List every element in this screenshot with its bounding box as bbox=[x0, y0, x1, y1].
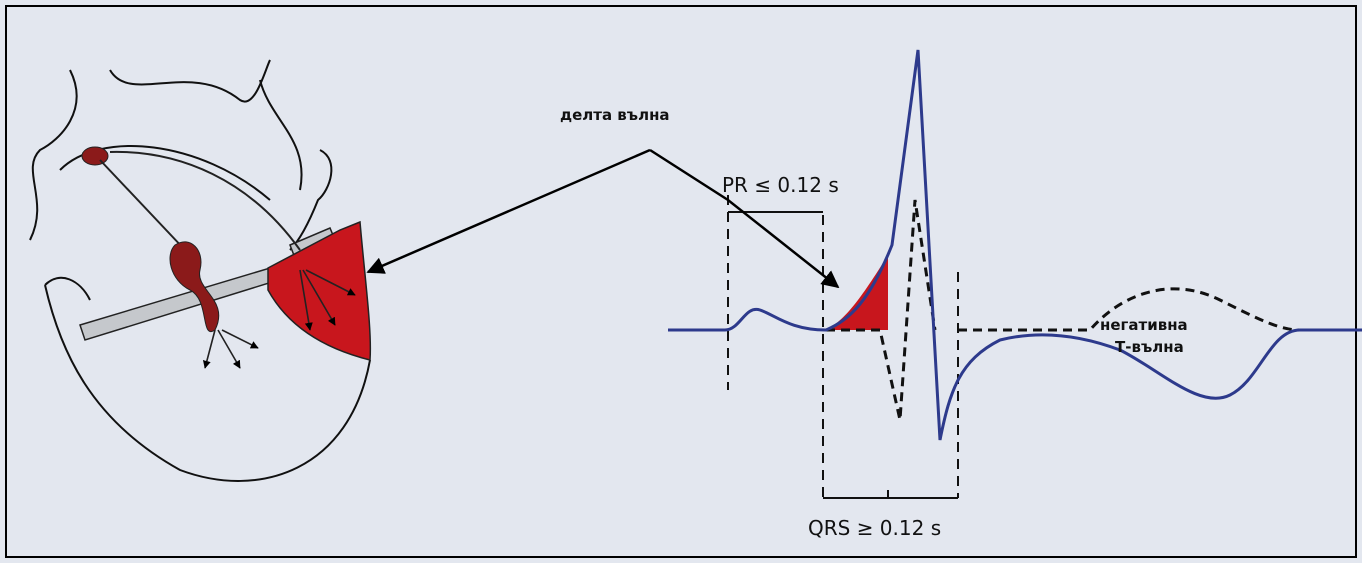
qrs-label: QRS ≥ 0.12 s bbox=[808, 516, 941, 540]
delta-label: делта вълна bbox=[560, 106, 670, 124]
t-label-2: Т-вълна bbox=[1115, 338, 1184, 356]
sa-node bbox=[82, 147, 108, 165]
t-label-1: негативна bbox=[1100, 316, 1188, 334]
pr-label: PR ≤ 0.12 s bbox=[722, 173, 839, 197]
diagram: делта вълна PR ≤ 0.12 s QRS ≥ 0.12 s нег… bbox=[0, 0, 1362, 563]
